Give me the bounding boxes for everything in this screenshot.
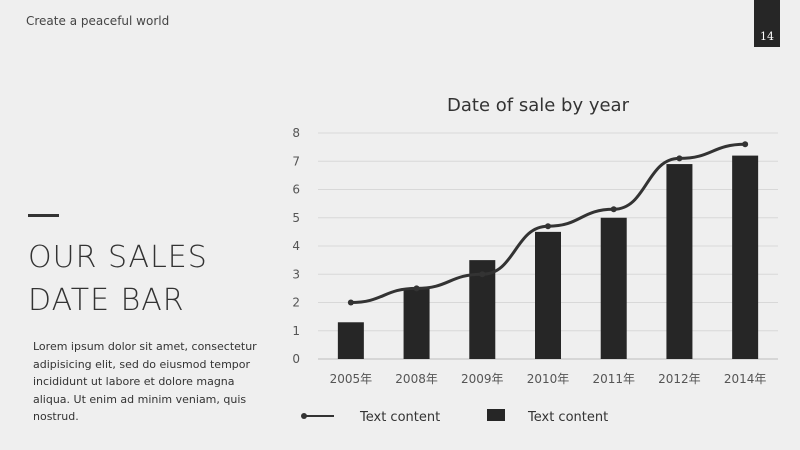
legend-label-line: Text content [359, 410, 440, 425]
line-point-3 [545, 223, 551, 230]
legend-line-marker [301, 413, 307, 419]
x-axis-ticks: 2005年 2008年 2009年 2010年 2011年 2012年 2014年 [330, 372, 767, 386]
heading-accent-bar [28, 214, 59, 217]
line-point-6 [742, 141, 749, 148]
legend: Text content Text content [301, 409, 608, 425]
x-tick-label-6: 2014年 [724, 372, 767, 386]
x-tick-label-0: 2005年 [330, 372, 373, 386]
bar-6 [732, 155, 759, 359]
bar-3 [535, 231, 561, 359]
y-tick-label-7: 7 [292, 154, 300, 168]
y-tick-label-3: 3 [292, 267, 300, 281]
x-tick-label-1: 2008年 [395, 372, 438, 386]
section-heading: OUR SALES DATE BAR [28, 236, 278, 322]
line-series [347, 141, 749, 306]
page-number: 14 [760, 30, 774, 43]
y-tick-label-5: 5 [292, 211, 300, 225]
y-tick-label-1: 1 [292, 324, 300, 338]
legend-label-bar: Text content [527, 410, 608, 425]
tagline: Create a peaceful world [26, 14, 170, 28]
line-point-2 [479, 271, 486, 278]
bar-1 [403, 288, 430, 359]
y-tick-label-0: 0 [292, 352, 300, 366]
y-tick-label-6: 6 [292, 183, 300, 197]
body-paragraph: Lorem ipsum dolor sit amet, consectetur … [33, 340, 257, 423]
y-tick-label-4: 4 [292, 239, 300, 253]
heading-line-1: OUR SALES [28, 240, 208, 275]
bar-4 [600, 217, 627, 359]
line-point-0 [347, 299, 354, 306]
y-tick-label-2: 2 [292, 296, 300, 310]
x-tick-label-5: 2012年 [658, 372, 701, 386]
heading-line-2: DATE BAR [28, 283, 185, 318]
y-axis-ticks: 0 1 2 3 4 5 6 7 8 [292, 126, 300, 366]
x-tick-label-4: 2011年 [592, 372, 635, 386]
page-number-badge: 14 [754, 0, 780, 47]
x-tick-label-3: 2010年 [527, 372, 570, 386]
line-point-5 [676, 155, 683, 162]
bars [337, 155, 759, 359]
chart-title: Date of sale by year [447, 95, 630, 116]
line-point-1 [413, 285, 420, 292]
y-tick-label-8: 8 [292, 126, 300, 140]
x-tick-label-2: 2009年 [461, 372, 504, 386]
bar-0 [337, 322, 364, 359]
legend-bar-swatch [487, 409, 505, 421]
line-point-4 [610, 206, 617, 213]
bar-5 [666, 164, 693, 359]
